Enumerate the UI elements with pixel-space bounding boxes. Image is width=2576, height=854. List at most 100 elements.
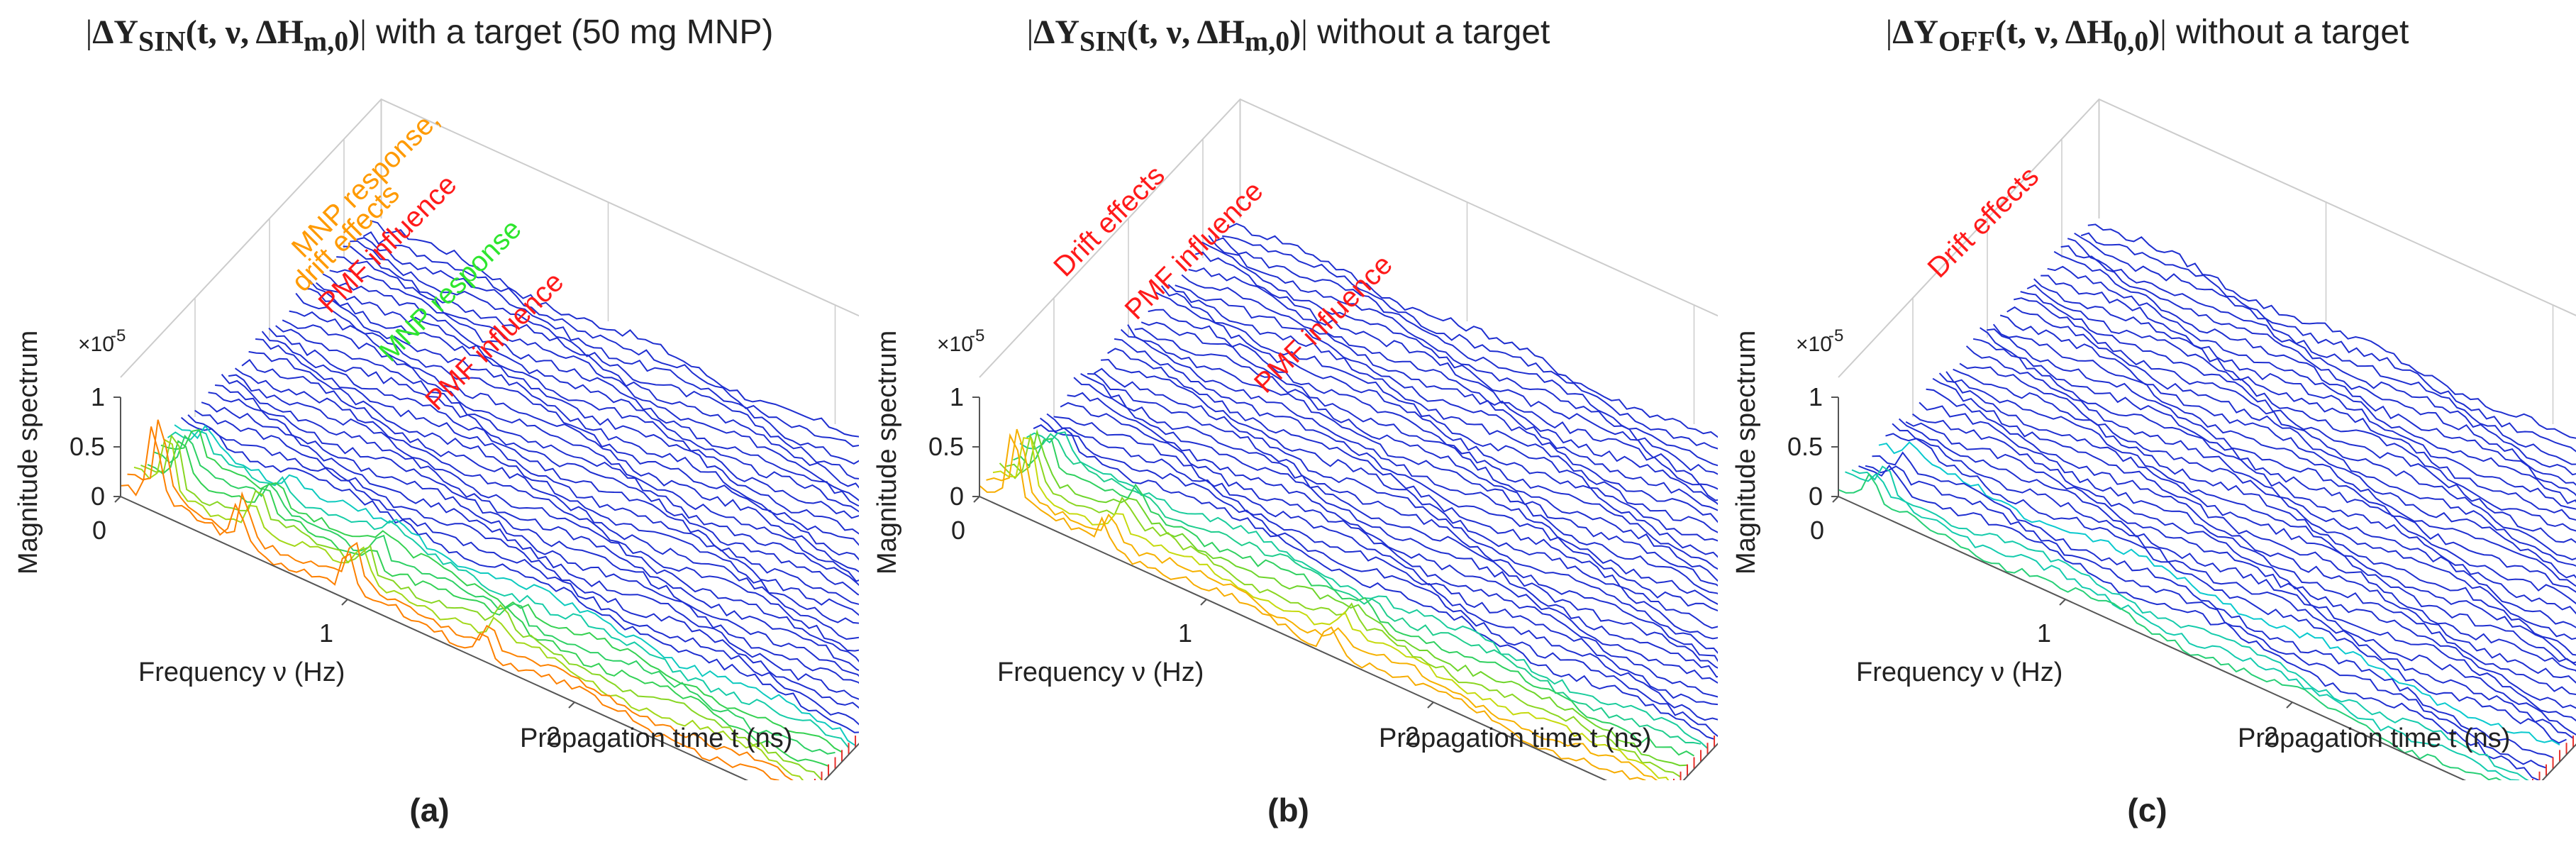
waterfall-trace [1992, 323, 2576, 587]
waterfall-trace [979, 433, 1646, 780]
waterfall-trace [1127, 324, 1718, 594]
x-tick-label: 1 [319, 619, 333, 648]
waterfall-trace [2060, 245, 2576, 486]
panel-title: |ΔYOFF(t, ν, ΔH0,0)| without a target [1885, 13, 2409, 57]
waterfall-trace [268, 327, 859, 596]
z-tick-label: 0 [950, 482, 964, 511]
waterfall-trace [1885, 433, 2567, 744]
x-tick-mark [973, 496, 980, 503]
y-axis-label: Propagation time t (ns) [520, 723, 792, 753]
waterfall-trace [1201, 241, 1718, 490]
panel-caption: (b) [1267, 792, 1309, 828]
annotation-text: Drift effects [1922, 161, 2045, 284]
waterfall-trace [1107, 348, 1718, 629]
waterfall-trace [1087, 373, 1718, 662]
panel-title: |ΔYSIN(t, ν, ΔHm,0)| with a target (50 m… [85, 13, 774, 57]
z-exponent-label: ×10 [1796, 333, 1832, 356]
z-exponent-power: -5 [970, 326, 984, 345]
waterfall-trace [322, 273, 859, 513]
waterfall-trace [1013, 438, 1695, 757]
waterfall-trace [1898, 418, 2576, 736]
waterfall-trace [1080, 373, 1718, 669]
waterfall-trace [275, 325, 859, 587]
z-exponent-power: -5 [111, 326, 126, 345]
x-tick-label: 1 [2037, 619, 2051, 648]
panel-caption: (c) [2127, 792, 2167, 828]
waterfall-trace [1851, 465, 2529, 780]
panel-c: |ΔYOFF(t, ν, ΔH0,0)| without a target 0 1… [1718, 0, 2576, 854]
waterfall-trace [1194, 251, 1718, 501]
waterfall-trace [1094, 367, 1718, 654]
waterfall-trace [1926, 388, 2576, 684]
waterfall-trace [1067, 392, 1718, 684]
waterfall-trace [1039, 417, 1718, 738]
waterfall-trace [1188, 267, 1718, 506]
waterfall-trace [2080, 232, 2576, 453]
waterfall-trace [1838, 472, 2502, 780]
waterfall-trace [289, 310, 859, 573]
waterfall-trace [316, 282, 859, 519]
waterfall-trace [362, 231, 859, 448]
waterfall-trace [221, 374, 859, 672]
waterfall-trace [2047, 265, 2576, 504]
waterfall-trace [2014, 297, 2576, 561]
x-axis-line [1838, 496, 2467, 780]
waterfall-trace [1878, 441, 2560, 745]
x-tick-mark [341, 599, 348, 606]
waterfall-trace [2067, 238, 2576, 476]
waterfall-trace [261, 331, 859, 605]
waterfall-trace [160, 428, 843, 753]
y-axis-line [2541, 743, 2576, 780]
waterfall-trace [1215, 237, 1718, 467]
waterfall-trace [127, 419, 794, 780]
waterfall-trace [1980, 327, 2576, 605]
waterfall-trace [1033, 424, 1715, 740]
z-axis-label: Magnitude spectrum [872, 331, 902, 575]
waterfall-trace [350, 240, 859, 479]
x-tick-mark [1427, 702, 1434, 709]
waterfall-trace [1181, 274, 1718, 511]
waterfall-trace [1160, 285, 1718, 542]
waterfall-trace [1953, 368, 2576, 656]
waterfall-trace [208, 392, 859, 684]
waterfall-trace [1208, 235, 1718, 475]
z-tick-label: 0.5 [70, 432, 105, 461]
waterfall-trace [1945, 371, 2576, 664]
x-axis-line [979, 496, 1608, 780]
waterfall-trace [194, 409, 859, 709]
x-axis-label: Frequency ν (Hz) [138, 658, 345, 687]
waterfall-trace [309, 279, 859, 535]
y-axis-line [1682, 743, 1718, 780]
waterfall-trace [1938, 372, 2576, 666]
waterfall-trace [999, 433, 1682, 778]
z-exponent-label: ×10 [78, 333, 114, 356]
waterfall-trace [1134, 328, 1718, 587]
waterfall-trace [343, 245, 859, 489]
waterfall-trace [370, 220, 859, 438]
x-tick-mark [2286, 702, 2293, 709]
waterfall-trace [986, 428, 1658, 780]
waterfall-trace [1019, 433, 1701, 745]
waterfall-trace [2020, 291, 2576, 543]
waterfall-trace [1167, 284, 1718, 533]
waterfall-trace [228, 374, 859, 662]
x-tick-mark [1200, 599, 1207, 606]
waterfall-trace [2006, 306, 2576, 567]
waterfall-trace [329, 269, 859, 507]
waterfall-trace [120, 426, 779, 780]
x-tick-label: 0 [951, 516, 965, 545]
panel-caption: (a) [409, 792, 450, 828]
waterfall-trace [1140, 321, 1718, 582]
waterfall-trace [215, 384, 859, 677]
waterfall-trace [1120, 328, 1718, 605]
x-tick-label: 0 [92, 516, 106, 545]
x-tick-mark [568, 702, 575, 709]
waterfall-trace [1986, 328, 2576, 593]
annotation-text: Drift effects [1048, 160, 1171, 283]
x-tick-label: 2 [1405, 721, 1419, 750]
x-tick-label: 2 [546, 721, 560, 750]
waterfall-trace [1053, 416, 1718, 706]
waterfall-trace [1228, 223, 1718, 438]
